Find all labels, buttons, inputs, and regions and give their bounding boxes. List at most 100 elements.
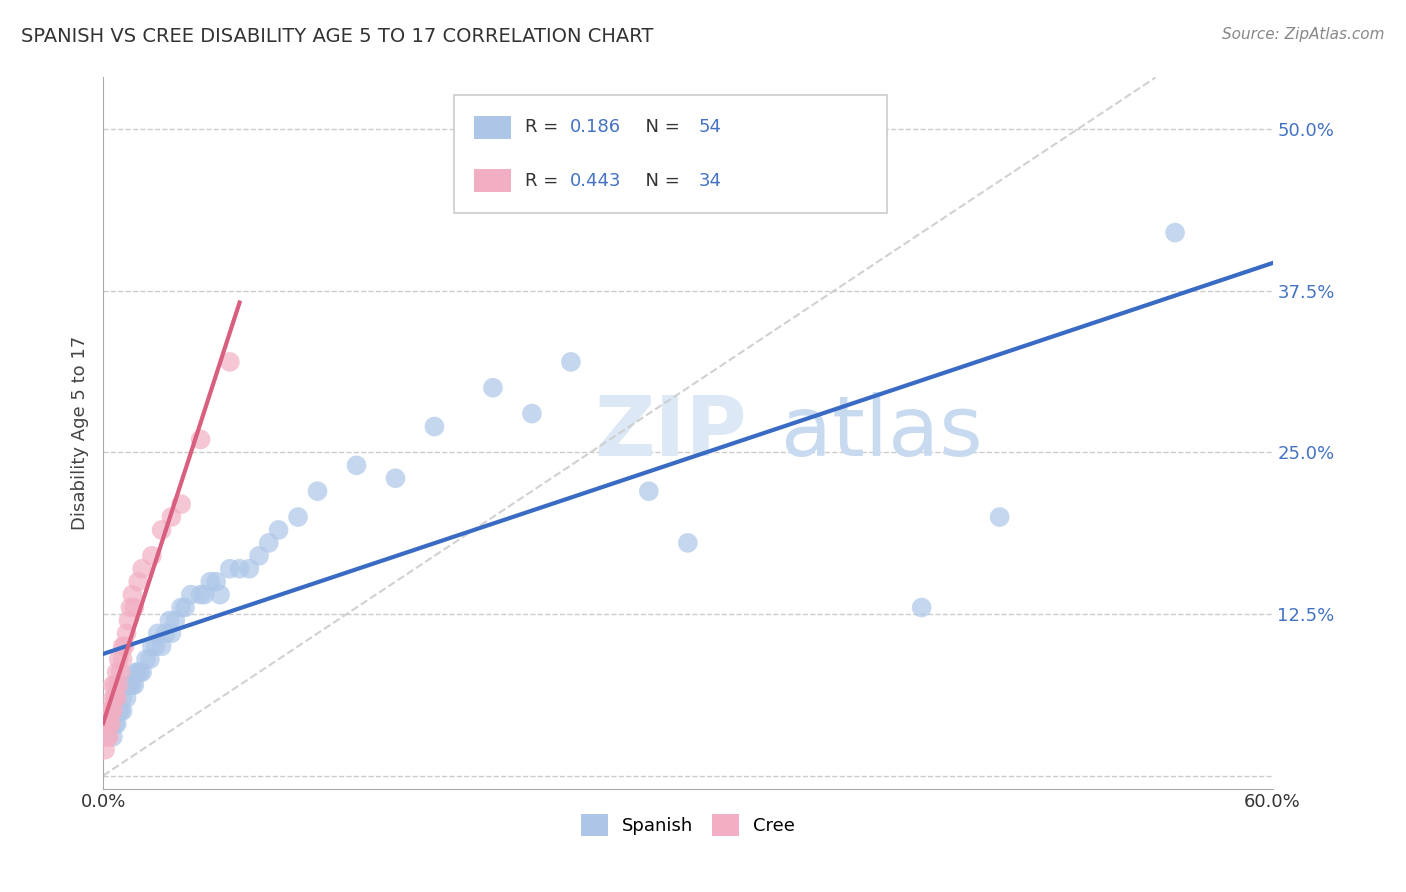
Point: [98, 704, 121, 718]
Point: [100, 704, 122, 718]
Point: [107, 678, 129, 692]
Point: [101, 678, 124, 692]
Point: [141, 640, 163, 654]
Point: [115, 691, 138, 706]
Point: [482, 381, 505, 395]
Text: 34: 34: [699, 171, 721, 189]
Point: [120, 678, 142, 692]
Point: [287, 510, 309, 524]
Point: [637, 484, 659, 499]
Point: [98, 717, 121, 731]
Point: [94, 743, 117, 757]
Point: [218, 562, 240, 576]
Point: [228, 562, 250, 576]
Point: [127, 574, 149, 589]
Point: [238, 562, 260, 576]
Point: [111, 704, 134, 718]
Point: [131, 562, 153, 576]
Point: [96, 730, 118, 744]
Point: [105, 691, 128, 706]
Point: [193, 588, 215, 602]
Point: [146, 626, 169, 640]
Point: [150, 523, 173, 537]
Point: [165, 614, 187, 628]
Point: [247, 549, 270, 563]
Point: [127, 665, 149, 680]
Point: [267, 523, 290, 537]
Point: [384, 471, 406, 485]
Point: [257, 536, 280, 550]
Point: [676, 536, 699, 550]
Point: [560, 355, 582, 369]
Point: [111, 640, 134, 654]
Point: [98, 730, 121, 744]
Point: [120, 600, 142, 615]
Point: [124, 678, 146, 692]
Point: [160, 626, 183, 640]
Legend: Spanish, Cree: Spanish, Cree: [574, 807, 803, 844]
FancyBboxPatch shape: [474, 169, 512, 192]
Point: [160, 510, 183, 524]
Point: [100, 717, 122, 731]
Point: [114, 640, 136, 654]
Point: [110, 665, 132, 680]
Text: ZIP: ZIP: [595, 392, 747, 474]
Point: [129, 665, 152, 680]
Point: [150, 640, 173, 654]
Point: [346, 458, 368, 473]
Point: [125, 665, 148, 680]
Point: [107, 652, 129, 666]
Text: 0.443: 0.443: [569, 171, 621, 189]
Point: [110, 704, 132, 718]
Point: [423, 419, 446, 434]
Point: [107, 704, 129, 718]
Text: R =: R =: [526, 171, 564, 189]
Point: [520, 407, 543, 421]
Point: [131, 665, 153, 680]
Point: [174, 600, 197, 615]
Point: [101, 691, 124, 706]
Text: atlas: atlas: [782, 392, 983, 474]
Point: [111, 691, 134, 706]
Point: [115, 626, 138, 640]
Point: [145, 640, 167, 654]
Text: SPANISH VS CREE DISABILITY AGE 5 TO 17 CORRELATION CHART: SPANISH VS CREE DISABILITY AGE 5 TO 17 C…: [21, 27, 654, 45]
Point: [190, 588, 212, 602]
FancyBboxPatch shape: [454, 95, 887, 212]
FancyBboxPatch shape: [474, 116, 512, 138]
Point: [141, 549, 163, 563]
Text: N =: N =: [634, 119, 686, 136]
Point: [157, 614, 180, 628]
Point: [96, 717, 118, 731]
Point: [111, 678, 134, 692]
Point: [190, 433, 212, 447]
Point: [104, 691, 127, 706]
Point: [105, 717, 128, 731]
Text: 0.186: 0.186: [569, 119, 621, 136]
Point: [205, 574, 228, 589]
Point: [104, 678, 127, 692]
Point: [111, 652, 134, 666]
Point: [105, 665, 128, 680]
Text: R =: R =: [526, 119, 564, 136]
Point: [170, 497, 193, 511]
Point: [117, 678, 139, 692]
Point: [170, 600, 193, 615]
Point: [200, 574, 222, 589]
Point: [180, 588, 202, 602]
Point: [139, 652, 162, 666]
Point: [1164, 226, 1187, 240]
Point: [209, 588, 232, 602]
Point: [218, 355, 240, 369]
Point: [101, 730, 124, 744]
Text: 54: 54: [699, 119, 721, 136]
Text: Source: ZipAtlas.com: Source: ZipAtlas.com: [1222, 27, 1385, 42]
Point: [124, 600, 146, 615]
Point: [117, 614, 139, 628]
Point: [101, 704, 124, 718]
Point: [121, 588, 143, 602]
Point: [104, 717, 127, 731]
Point: [911, 600, 934, 615]
Text: N =: N =: [634, 171, 686, 189]
Point: [307, 484, 329, 499]
